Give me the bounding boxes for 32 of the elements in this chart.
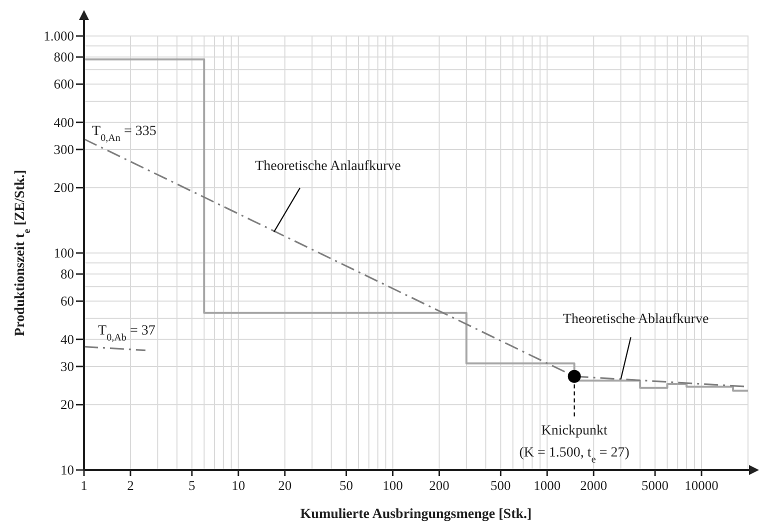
y-tick-label: 80 xyxy=(60,266,74,282)
y-tick-label: 60 xyxy=(60,294,74,309)
x-tick-label: 10 xyxy=(232,478,246,493)
y-tick-label: 400 xyxy=(54,114,74,130)
x-tick-label: 200 xyxy=(429,478,450,493)
annotation: Theoretische Anlaufkurve xyxy=(255,158,401,174)
x-tick-label: 5000 xyxy=(642,478,669,493)
annotation: T$_{0,An}$ = 335 xyxy=(92,124,156,144)
y-tick-label: 200 xyxy=(54,180,74,196)
y-tick-label: 40 xyxy=(60,332,74,347)
x-tick-label: 50 xyxy=(340,478,354,493)
annotation: T$_{0,Ab}$ = 37 xyxy=(98,324,156,344)
y-tick-label: 100 xyxy=(54,246,74,260)
x-tick-label: 100 xyxy=(382,478,404,493)
y-tick-label: 10 xyxy=(60,462,74,478)
y-tick-label: 800 xyxy=(54,50,74,65)
x-tick-label: 20 xyxy=(278,478,292,493)
annotation: Theoretische Ablaufkurve xyxy=(562,312,709,328)
y-tick-label: 30 xyxy=(60,358,74,374)
x-tick-label: 2000 xyxy=(580,478,608,493)
x-tick-label: 1000 xyxy=(534,478,561,493)
x-tick-label: 10000 xyxy=(684,478,719,493)
x-axis-title: Kumulierte Ausbringungsmenge [Stk.] xyxy=(300,507,532,522)
annotation: Knickpunkt (K = 1.500, t$_{e}$ = 27) xyxy=(519,423,630,465)
y-tick-label: 20 xyxy=(60,397,74,412)
x-tick-label: 5 xyxy=(188,478,196,493)
y-tick-label: 600 xyxy=(54,76,74,92)
y-tick-label: 300 xyxy=(54,142,74,157)
y-tick-label: 1.000 xyxy=(44,28,74,44)
x-tick-label: 500 xyxy=(490,478,512,493)
x-tick-label: 2 xyxy=(127,478,134,493)
x-tick-label: 1 xyxy=(80,478,88,493)
